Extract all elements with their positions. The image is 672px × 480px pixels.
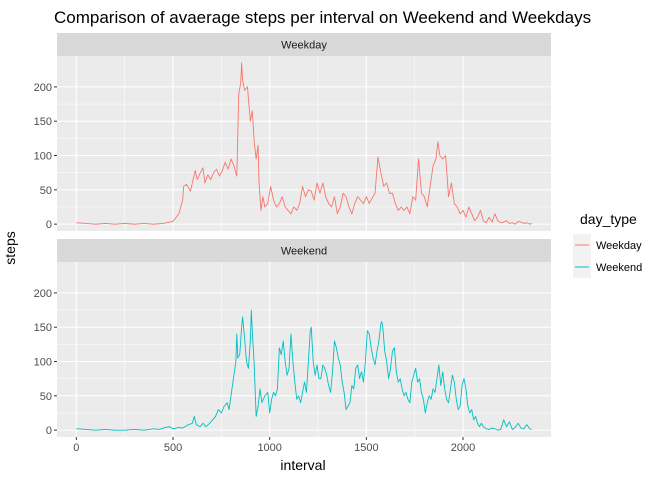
y-tick-label: 150	[34, 116, 52, 128]
x-tick-label: 2000	[451, 442, 475, 454]
facet-panel-weekday: Weekday 0 50 100 150 200	[34, 33, 551, 231]
y-tick-label: 0	[46, 219, 52, 231]
x-axis-title: interval	[280, 457, 325, 473]
chart-title: Comparison of avaerage steps per interva…	[54, 8, 591, 27]
facet-panel-weekend: Weekend 0 50 100 150 200	[34, 239, 551, 437]
y-tick-label: 100	[34, 151, 52, 163]
x-tick-label: 500	[164, 442, 182, 454]
legend-items: Weekday Weekend	[573, 234, 642, 278]
legend-item-weekday: Weekday	[573, 234, 642, 256]
y-tick-label: 50	[40, 185, 52, 197]
y-tick-label: 200	[34, 288, 52, 300]
y-tick-label: 200	[34, 82, 52, 94]
x-tick-label: 1000	[257, 442, 281, 454]
series-line-weekend	[76, 309, 532, 431]
panel-background	[57, 56, 551, 231]
x-tick-label: 0	[73, 442, 79, 454]
legend-title: day_type	[580, 211, 637, 227]
legend: day_type Weekday Weekend	[573, 211, 642, 278]
series-line-weekday	[76, 62, 532, 225]
legend-label: Weekend	[596, 262, 642, 274]
facet-strip	[57, 33, 551, 56]
facet-panels: Weekday 0 50 100 150 200 Weekend 0 50 100 150 200	[34, 33, 551, 437]
legend-item-weekend: Weekend	[573, 256, 642, 278]
x-axis: 0 500 1000 1500 2000	[73, 437, 475, 454]
y-axis-title: steps	[2, 231, 18, 264]
y-tick-label: 50	[40, 391, 52, 403]
legend-label: Weekday	[596, 240, 642, 252]
x-tick-label: 1500	[354, 442, 378, 454]
y-tick-label: 150	[34, 322, 52, 334]
y-tick-label: 100	[34, 357, 52, 369]
facet-strip-label: Weekend	[281, 246, 327, 258]
y-tick-label: 0	[46, 425, 52, 437]
panel-background	[57, 262, 551, 437]
facet-strip	[57, 239, 551, 262]
facet-strip-label: Weekday	[281, 40, 327, 52]
